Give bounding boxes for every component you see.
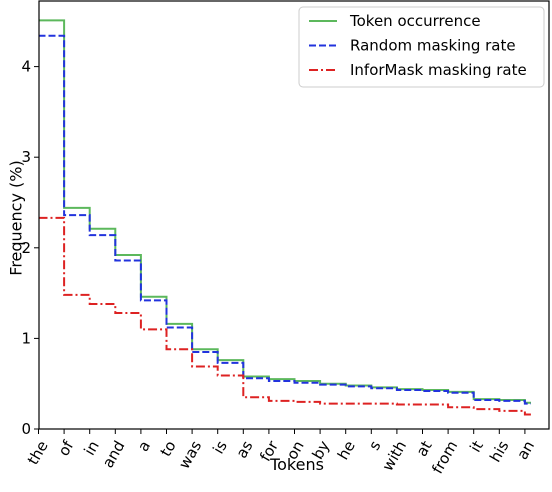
x-tick-label: a [134,438,154,455]
y-tick-label: 1 [21,329,31,347]
legend-label: Random masking rate [350,37,516,55]
series-line-2 [38,34,531,405]
x-tick-label: he [334,438,359,463]
x-tick-label: his [486,437,512,465]
y-tick-label: 2 [21,239,31,257]
x-tick-label: to [157,438,180,460]
x-tick-label: s [365,437,385,453]
x-tick-label: it [466,438,487,456]
legend-label: InforMask masking rate [350,61,527,79]
x-tick-label: an [513,438,538,463]
x-tick-label: with [379,438,411,475]
x-tick-label: the [24,438,52,468]
x-tick-label: is [209,437,231,457]
x-tick-label: as [232,437,256,461]
x-tick-label: and [99,438,129,471]
x-tick-label: at [413,438,436,460]
y-tick-label: 3 [21,148,31,166]
x-tick-label: from [428,438,461,477]
y-axis-label: Frequency (%) [7,160,26,275]
legend-box [298,6,545,88]
series-line-3 [38,216,531,416]
x-tick-label: in [80,438,102,459]
legend-label: Token occurrence [349,12,481,30]
x-tick-label: of [54,437,77,459]
x-tick-label: was [175,437,205,472]
x-axis-label: Tokens [269,455,324,474]
y-tick-label: 0 [21,420,31,438]
y-tick-label: 4 [21,58,31,76]
legend: Token occurrence Random masking rate Infor… [298,6,545,88]
